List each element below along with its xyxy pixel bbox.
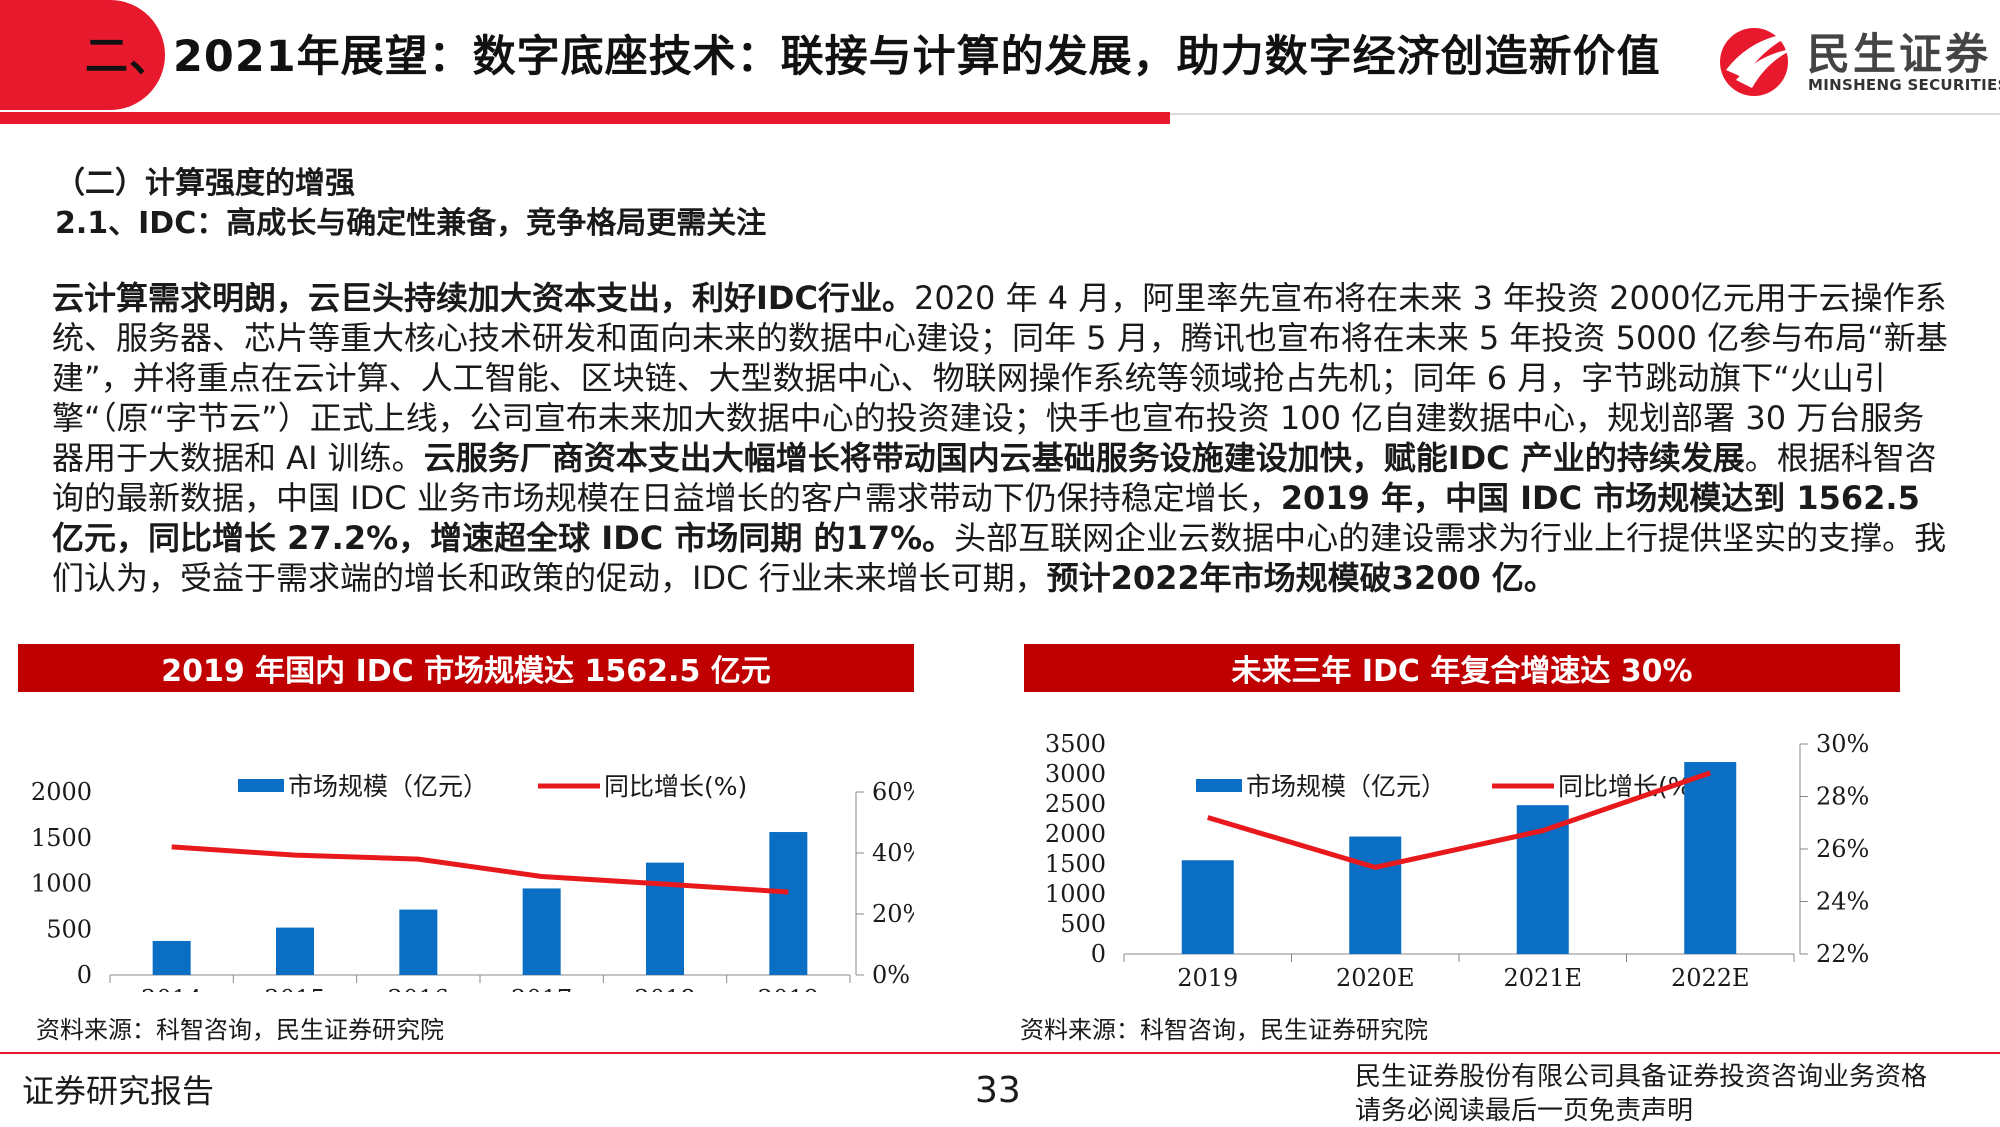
footer-disclaimer-2: 请务必阅读最后一页免责声明	[1355, 1096, 1694, 1126]
y-right-tick-label: 28%	[1816, 783, 1869, 811]
legend-bar-swatch	[1196, 779, 1242, 792]
bar	[769, 832, 808, 975]
chart-market-size: 市场规模（亿元） 同比增长(%) 0 500 1000 1500 2000 0% 20% 40% 6…	[31, 772, 914, 992]
y-left-tick-label: 500	[46, 915, 92, 943]
bar	[399, 909, 438, 975]
x-tick-label: 2017	[511, 985, 572, 992]
bar	[1181, 860, 1234, 954]
y-left-tick-label: 1000	[31, 870, 92, 898]
logo-subtext: MINSHENG SECURITIES	[1808, 76, 2000, 94]
chart-title: 2019 年国内 IDC 市场规模达 1562.5 亿元	[18, 644, 914, 692]
x-tick-label: 2016	[388, 985, 449, 992]
chart-source: 资料来源：科智咨询，民生证券研究院	[1020, 1016, 1428, 1044]
paragraph-segment: 。根据科智咨询的最新数据，中国 IDC 业务市场规模在日益增长的客户需求带动下仍…	[52, 439, 1937, 517]
paragraph-segment: 头部互联网企业云数据中心的建设需求为行业上行提供坚实的支撑。我们认为，受益于需求…	[52, 519, 1947, 597]
x-tick-label: 2019	[1177, 964, 1238, 992]
minsheng-logo-icon	[1720, 28, 1798, 96]
x-tick-label: 2018	[634, 985, 695, 992]
page-header: 二、2021年展望：数字底座技术：联接与计算的发展，助力数字经济创造新价值 民生…	[0, 0, 2000, 124]
minsheng-logo: 民生证券 MINSHENG SECURITIES	[1712, 18, 2000, 98]
page-title: 二、2021年展望：数字底座技术：联接与计算的发展，助力数字经济创造新价值	[85, 32, 1661, 82]
y-right-tick-label: 60%	[872, 778, 914, 806]
paragraph-segment: 预计2022年市场规模破3200 亿。	[1046, 559, 1556, 597]
page-number: 33	[975, 1070, 1021, 1111]
y-left-tick-label: 3500	[1045, 730, 1106, 758]
legend-bar-label: 市场规模（亿元）	[1246, 772, 1446, 801]
chart-source: 资料来源：科智咨询，民生证券研究院	[36, 1016, 444, 1044]
bar	[276, 927, 314, 975]
chart-panel-market-size: 2019 年国内 IDC 市场规模达 1562.5 亿元 市场规模（亿元） 同比增…	[18, 644, 914, 1034]
bar	[646, 862, 684, 975]
footer-divider	[0, 1052, 2000, 1054]
y-left-tick-label: 500	[1060, 910, 1106, 938]
x-tick-label: 2022E	[1671, 964, 1750, 992]
y-left-tick-label: 1500	[1045, 850, 1106, 878]
y-left-tick-label: 0	[1091, 940, 1106, 968]
header-divider	[0, 112, 1170, 124]
legend-bar-swatch	[238, 779, 284, 792]
section-subtitle: 2.1、IDC：高成长与确定性兼备，竞争格局更需关注	[55, 206, 767, 241]
header-divider-thin	[1170, 113, 2000, 115]
bar	[1349, 836, 1402, 954]
y-right-tick-label: 26%	[1816, 835, 1869, 863]
y-right-tick-label: 22%	[1816, 940, 1869, 968]
x-tick-label: 2014	[141, 985, 202, 992]
footer-disclaimer-1: 民生证券股份有限公司具备证券投资咨询业务资格	[1355, 1062, 1928, 1092]
y-right-tick-label: 0%	[872, 961, 910, 989]
paragraph-segment: 2020 年 4 月，阿里率先宣布将在未来 3 年投资 2000亿元用于云操作系…	[52, 279, 1948, 477]
paragraph-segment: 云计算需求明朗，云巨头持续加大资本支出，利好IDC行业。	[52, 279, 914, 317]
chart-panel-forecast: 未来三年 IDC 年复合增速达 30% 市场规模（亿元） 同比增长(%) 0 500 1…	[1024, 644, 1900, 1034]
chart-title: 未来三年 IDC 年复合增速达 30%	[1024, 644, 1900, 692]
y-right-tick-label: 40%	[872, 839, 914, 867]
y-left-tick-label: 2500	[1045, 790, 1106, 818]
y-left-tick-label: 1000	[1045, 880, 1106, 908]
chart-forecast: 市场规模（亿元） 同比增长(%)0500100015002000250030003…	[1045, 730, 1869, 992]
bar	[1516, 805, 1569, 954]
y-left-tick-label: 2000	[31, 778, 92, 806]
bar	[1684, 762, 1737, 954]
paragraph-segment: 云服务厂商资本支出大幅增长将带动国内云基础服务设施建设加快，赋能IDC 产业的持…	[423, 439, 1745, 477]
x-tick-label: 2019	[758, 985, 819, 992]
paragraph-segment: 2019 年，中国 IDC 市场规模达到 1562.5 亿元，同比增长 27.2…	[52, 479, 1920, 557]
y-right-tick-label: 30%	[1816, 730, 1869, 758]
y-left-tick-label: 2000	[1045, 820, 1106, 848]
legend-line-label: 同比增长(%)	[1558, 772, 1701, 801]
series-line	[171, 844, 789, 895]
bar	[522, 888, 561, 975]
section-title: （二）计算强度的增强	[55, 166, 355, 201]
y-right-tick-label: 20%	[872, 900, 914, 928]
x-tick-label: 2021E	[1503, 964, 1582, 992]
legend-bar-label: 市场规模（亿元）	[288, 772, 488, 801]
body-paragraph: 云计算需求明朗，云巨头持续加大资本支出，利好IDC行业。2020 年 4 月，阿…	[52, 278, 1952, 598]
y-left-tick-label: 3000	[1045, 760, 1106, 788]
footer-report-label: 证券研究报告	[22, 1072, 215, 1110]
y-right-tick-label: 24%	[1816, 888, 1869, 916]
x-tick-label: 2015	[264, 985, 325, 992]
series-line	[1207, 770, 1712, 870]
bar	[152, 940, 191, 975]
y-left-tick-label: 0	[77, 961, 92, 989]
header-accent-shape	[0, 0, 165, 110]
x-tick-label: 2020E	[1336, 964, 1415, 992]
logo-text: 民生证券	[1807, 30, 1991, 80]
y-left-tick-label: 1500	[31, 824, 92, 852]
legend-line-label: 同比增长(%)	[604, 772, 747, 801]
